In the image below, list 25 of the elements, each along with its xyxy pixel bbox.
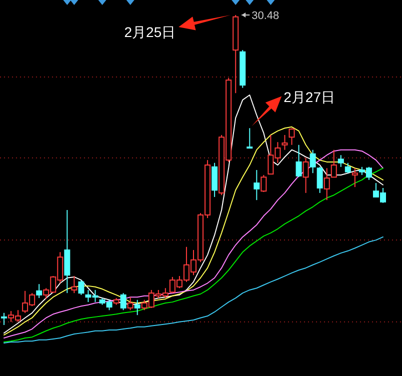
candlestick bbox=[288, 128, 295, 146]
candlestick bbox=[36, 284, 42, 299]
candlestick bbox=[254, 170, 260, 201]
candlestick bbox=[246, 128, 253, 149]
candlestick bbox=[302, 157, 309, 194]
candlestick bbox=[310, 149, 316, 174]
candlestick bbox=[352, 168, 358, 188]
candlestick bbox=[324, 168, 330, 201]
annotation: 2月27日 bbox=[284, 89, 336, 106]
candlestick bbox=[316, 166, 323, 194]
candlestick bbox=[330, 149, 337, 178]
candlestick bbox=[127, 296, 134, 311]
candlestick bbox=[296, 144, 302, 178]
candlestick bbox=[78, 280, 84, 296]
candlestick bbox=[282, 134, 288, 150]
candlestick bbox=[338, 154, 344, 168]
candlestick bbox=[120, 292, 126, 311]
candlestick bbox=[134, 299, 140, 316]
candlestick bbox=[212, 162, 218, 198]
candlestick bbox=[71, 276, 78, 294]
annotation: 2月25日 bbox=[124, 24, 176, 40]
candlestick bbox=[260, 174, 267, 193]
candlestick bbox=[1, 312, 7, 326]
candlestick bbox=[344, 162, 351, 174]
annotation: 30.48 bbox=[252, 10, 280, 22]
